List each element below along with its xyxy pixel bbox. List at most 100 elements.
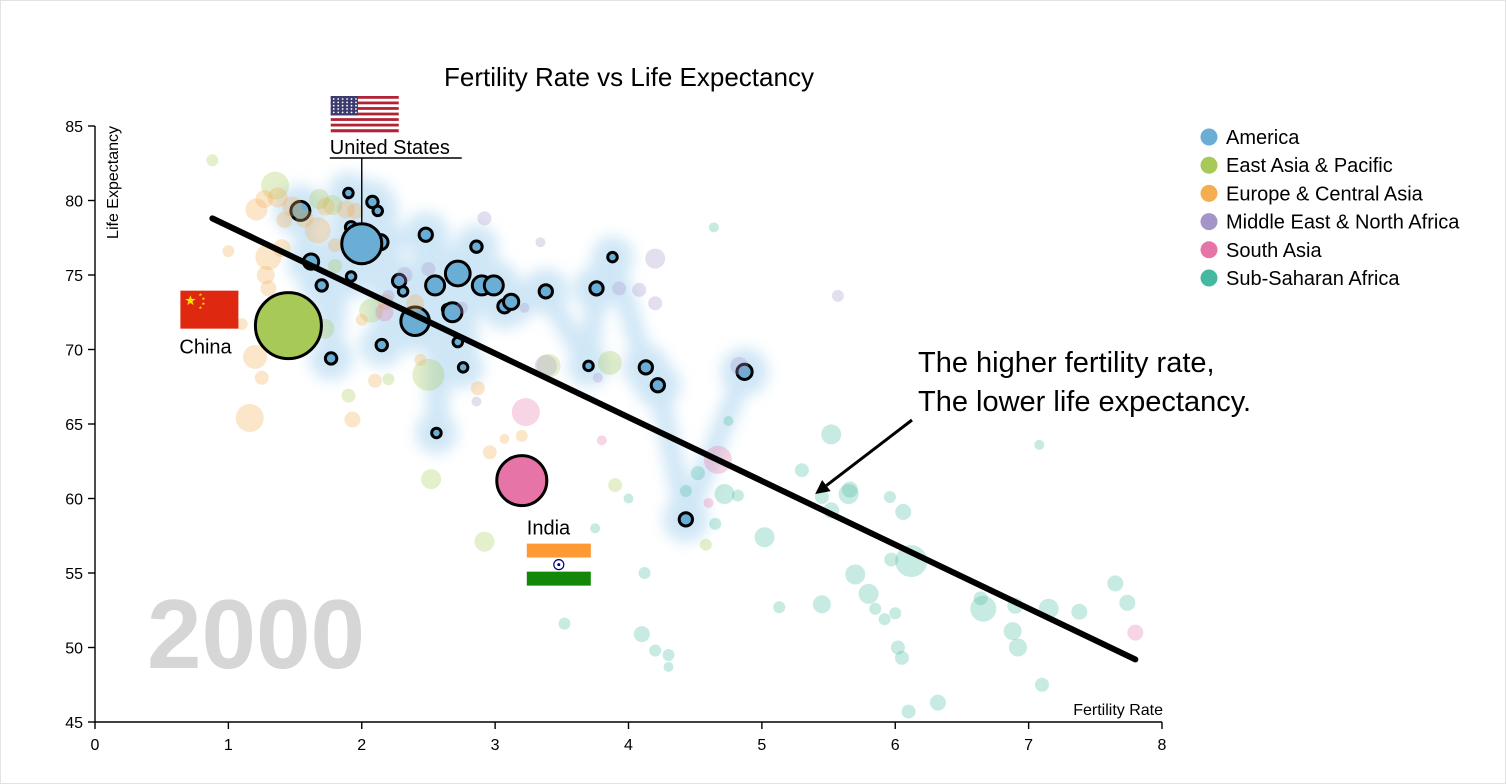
x-tick: 6 xyxy=(891,722,900,754)
bubble-america xyxy=(314,278,329,293)
flag-stripe xyxy=(330,96,399,100)
bubble-sub-saharan-africa xyxy=(814,490,829,505)
legend-swatch xyxy=(1200,269,1218,287)
bubble-sub-saharan-africa xyxy=(679,485,692,498)
bubble-europe-and-central-asia xyxy=(235,318,248,331)
bubble-europe-and-central-asia xyxy=(316,197,335,216)
bubble-sub-saharan-africa xyxy=(894,650,909,665)
y-tick: 85 xyxy=(65,119,95,136)
flag-star xyxy=(201,301,206,306)
flag-star xyxy=(346,111,348,114)
x-tick: 5 xyxy=(757,722,766,754)
bubble-sub-saharan-africa xyxy=(970,595,997,622)
region-blob-part xyxy=(647,375,696,530)
bubble-europe-and-central-asia xyxy=(256,266,275,284)
flag-star xyxy=(337,108,340,110)
x-tick: 4 xyxy=(624,722,633,754)
bubble-america xyxy=(649,377,666,394)
x-tick-label: 4 xyxy=(624,737,633,754)
bubble-east-asia-and-pacific xyxy=(328,259,343,274)
label-united-states: United States xyxy=(330,137,450,159)
flag-star xyxy=(332,104,335,107)
bubble-middle-east-and-north-africa xyxy=(471,396,482,407)
bubble-america xyxy=(289,199,312,222)
y-tick: 65 xyxy=(65,417,95,434)
bubble-sub-saharan-africa xyxy=(838,484,859,505)
bubble-east-asia-and-pacific xyxy=(474,531,495,552)
flag-stripe xyxy=(330,112,399,116)
flag-band xyxy=(526,543,591,558)
flag-star xyxy=(185,295,196,306)
bubble-america xyxy=(344,270,358,283)
bubble-america xyxy=(441,301,464,324)
y-tick: 75 xyxy=(65,268,95,285)
bubble-sub-saharan-africa xyxy=(901,704,916,719)
legend: America East Asia & Pacific Europe & Centr… xyxy=(1200,127,1460,290)
bubble-east-asia-and-pacific xyxy=(597,350,622,375)
series-east-asia-and-pacific xyxy=(206,154,712,552)
bubble-sub-saharan-africa xyxy=(714,484,735,505)
flag-field xyxy=(180,290,239,329)
bubble-sub-saharan-africa xyxy=(821,424,842,445)
label-india: India xyxy=(527,518,571,540)
bubble-east-asia-and-pacific xyxy=(608,478,623,493)
bubble-america xyxy=(637,359,654,376)
bubble-europe-and-central-asia xyxy=(222,245,235,258)
legend-swatch xyxy=(1200,241,1218,259)
bubble-europe-and-central-asia xyxy=(267,187,288,208)
bubble-sub-saharan-africa xyxy=(690,466,705,481)
x-tick: 7 xyxy=(1024,722,1033,754)
bubble-sub-saharan-africa xyxy=(723,416,734,427)
bubble-sub-saharan-africa xyxy=(773,601,786,614)
flag-stripe xyxy=(330,126,399,130)
bubble-america xyxy=(582,359,595,373)
flag-stripe xyxy=(330,115,399,119)
bubble-sub-saharan-africa xyxy=(878,613,891,626)
bubble-sub-saharan-africa xyxy=(633,626,650,643)
bubble-europe-and-central-asia xyxy=(344,411,361,428)
annotation-line-2: The lower life expectancy. xyxy=(918,386,1251,418)
annotation-line-1: The higher fertility rate, xyxy=(918,347,1215,379)
x-tick: 0 xyxy=(91,722,100,754)
flag-star xyxy=(355,101,357,104)
bubble-sub-saharan-africa xyxy=(590,523,601,534)
bubble-sub-saharan-africa xyxy=(754,527,775,548)
bubble-sub-saharan-africa xyxy=(973,591,988,606)
legend-label: Middle East & North Africa xyxy=(1226,212,1460,234)
bubble-east-asia-and-pacific xyxy=(536,353,561,378)
bubble-europe-and-central-asia xyxy=(254,370,269,385)
bubble-sub-saharan-africa xyxy=(883,491,896,504)
region-blob-part xyxy=(675,361,755,530)
bubble-middle-east-and-north-africa xyxy=(632,282,647,297)
bubble-america xyxy=(677,511,695,528)
bubble-america xyxy=(323,351,339,366)
bubble-sub-saharan-africa xyxy=(895,503,912,520)
bubble-america xyxy=(417,226,434,243)
bubble-middle-east-and-north-africa xyxy=(648,296,663,311)
flag-stripe xyxy=(330,118,399,122)
bubble-sub-saharan-africa xyxy=(731,489,744,502)
flag-band xyxy=(526,571,591,586)
flag-star xyxy=(355,104,357,107)
bubble-america xyxy=(502,292,521,311)
bubble-middle-east-and-north-africa xyxy=(831,289,844,302)
bubble-america xyxy=(606,250,619,264)
y-axis-label: Life Expectancy xyxy=(105,126,122,239)
flag-star xyxy=(350,101,353,104)
x-tick-label: 5 xyxy=(757,737,766,754)
bubble-sub-saharan-africa xyxy=(812,595,831,614)
bubble-europe-and-central-asia xyxy=(355,313,368,326)
bubble-america xyxy=(374,337,389,353)
bubble-east-asia-and-pacific xyxy=(322,194,343,215)
y-axis: 45 50 55 60 65 70 75 80 85 xyxy=(65,119,96,732)
series-sub-saharan-africa xyxy=(558,222,1136,719)
flag-star xyxy=(332,98,335,100)
flag-star xyxy=(341,98,344,100)
y-tick-label: 80 xyxy=(65,194,83,211)
flag-star xyxy=(346,108,348,110)
bubble-east-asia-and-pacific xyxy=(382,373,395,386)
bubble-sub-saharan-africa xyxy=(869,602,882,615)
bubble-sub-saharan-africa xyxy=(662,648,675,661)
us-flag-icon xyxy=(330,96,399,133)
